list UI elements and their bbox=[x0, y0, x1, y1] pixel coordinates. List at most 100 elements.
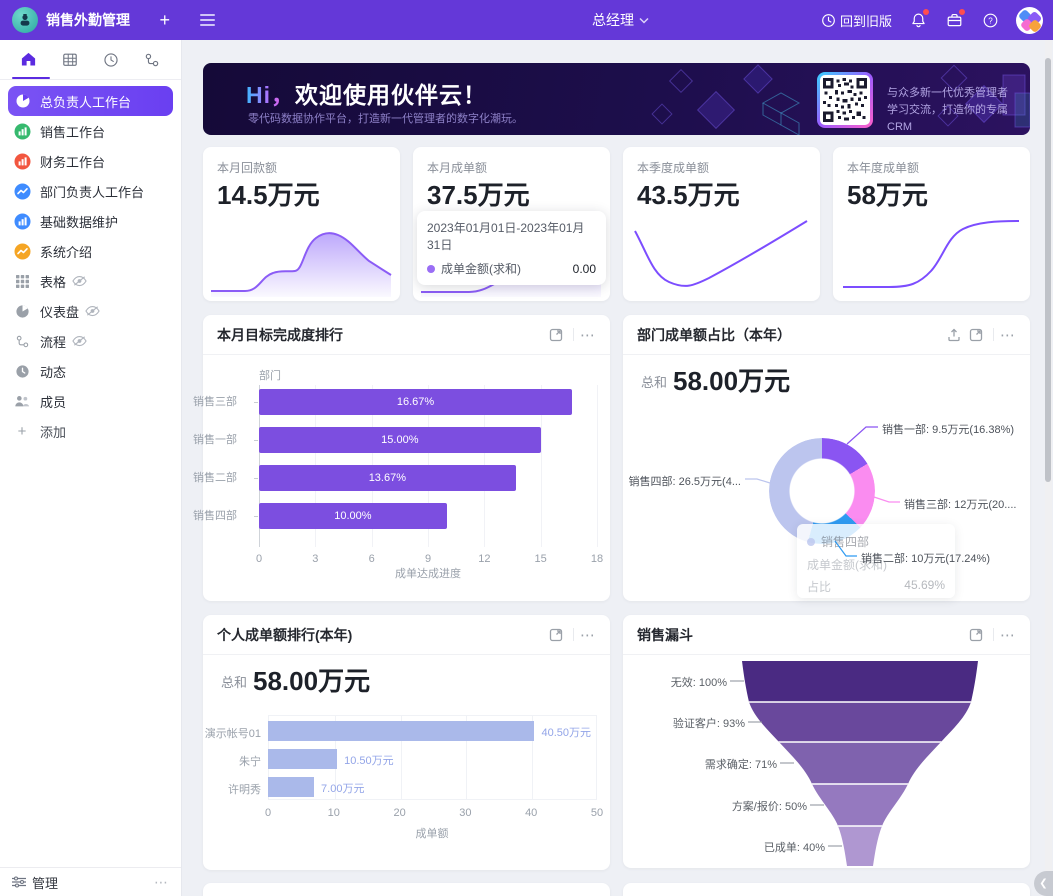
funnel-stage-label: 无效: 100% bbox=[670, 677, 727, 689]
main-scrollbar-track[interactable] bbox=[1045, 40, 1052, 896]
tab-tables[interactable] bbox=[52, 41, 88, 79]
notifications-button[interactable] bbox=[908, 9, 929, 30]
tab-history[interactable] bbox=[93, 41, 129, 79]
kpi-card-monthly-deals[interactable]: 本月成单额 37.5万元 2023年01月01日-2023年01月31日 成单金… bbox=[413, 147, 610, 301]
kpi-sparkline bbox=[211, 232, 392, 297]
activity-icon bbox=[13, 362, 31, 380]
bar[interactable]: 15.00% bbox=[259, 427, 541, 453]
y-axis-title: 部门 bbox=[259, 370, 281, 382]
x-tick-label: 9 bbox=[424, 553, 432, 565]
tab-flow[interactable] bbox=[134, 41, 170, 79]
manage-label: 管理 bbox=[32, 875, 59, 891]
bar[interactable] bbox=[268, 777, 315, 797]
sidebar-item-base-data[interactable]: 基础数据维护 bbox=[0, 206, 181, 236]
export-icon[interactable] bbox=[943, 324, 965, 346]
x-tick-label: 40 bbox=[525, 807, 538, 819]
bar[interactable] bbox=[268, 749, 338, 769]
eye-slash-icon bbox=[72, 335, 87, 347]
plus-icon: + bbox=[17, 422, 27, 440]
sidebar-item-chief-workspace[interactable]: 总负责人工作台 bbox=[8, 86, 173, 116]
kpi-card-monthly-collection[interactable]: 本月回款额 14.5万元 bbox=[203, 147, 400, 301]
more-options-button[interactable]: ⋯ bbox=[1000, 326, 1016, 344]
topbar-actions: 回到旧版 ? bbox=[821, 0, 1043, 40]
bar[interactable]: 16.67% bbox=[259, 389, 573, 415]
funnel-chart[interactable] bbox=[623, 655, 1030, 868]
bar-chart-icon bbox=[13, 212, 31, 230]
sidebar-item-label: 系统介绍 bbox=[40, 244, 93, 260]
kpi-value: 14.5万元 bbox=[217, 180, 320, 210]
sidebar-menu: 总负责人工作台 销售工作台 财务工作台 部门负责人工作台 bbox=[0, 86, 181, 446]
add-workspace-button[interactable]: + bbox=[159, 9, 170, 30]
funnel-stage-label: 验证客户: 93% bbox=[672, 718, 745, 730]
role-selector[interactable]: 总经理 bbox=[592, 0, 649, 40]
manage-bar[interactable]: 管理 ⋯ bbox=[0, 867, 181, 896]
sidebar-item-dashboards[interactable]: 仪表盘 bbox=[0, 296, 181, 326]
eye-slash-icon bbox=[72, 275, 87, 287]
sidebar-item-finance-workspace[interactable]: 财务工作台 bbox=[0, 146, 181, 176]
bar[interactable]: 13.67% bbox=[259, 465, 516, 491]
workbench-button[interactable] bbox=[944, 9, 965, 30]
welcome-banner[interactable]: Hi，欢迎使用伙伴云！ 零代码数据协作平台，打造新一代管理者的数字化潮玩。 bbox=[203, 63, 1030, 135]
bar-row: 40.50万元 bbox=[268, 721, 597, 741]
x-tick-label: 6 bbox=[368, 553, 375, 565]
more-options-button[interactable]: ⋯ bbox=[580, 326, 596, 344]
bar-value-label: 7.00万元 bbox=[321, 783, 365, 795]
svg-text:?: ? bbox=[988, 16, 993, 25]
bar-chart-icon bbox=[13, 122, 31, 140]
kpi-card-quarter-deals[interactable]: 本季度成单额 43.5万元 bbox=[623, 147, 820, 301]
menu-toggle-button[interactable] bbox=[200, 14, 215, 26]
more-options-button[interactable]: ⋯ bbox=[580, 626, 596, 644]
sidebar-add-button[interactable]: + 添加 bbox=[0, 416, 181, 446]
kpi-tooltip: 2023年01月01日-2023年01月31日 成单金额(求和) 0.00 bbox=[417, 211, 606, 285]
sidebar-item-tables[interactable]: 表格 bbox=[0, 266, 181, 296]
notification-badge bbox=[923, 9, 929, 15]
main-scrollbar-thumb[interactable] bbox=[1045, 58, 1051, 482]
x-tick-label: 30 bbox=[459, 807, 472, 819]
x-tick-label: 18 bbox=[590, 553, 604, 565]
pie-segment-label: 销售四部: 26.5万元(4... bbox=[628, 476, 741, 488]
funnel-stage[interactable] bbox=[723, 702, 1003, 742]
help-button[interactable]: ? bbox=[980, 10, 1000, 30]
expand-icon[interactable] bbox=[545, 624, 567, 646]
sidebar-item-dept-leader-workspace[interactable]: 部门负责人工作台 bbox=[0, 176, 181, 206]
sidebar-item-label: 成员 bbox=[40, 394, 67, 410]
x-tick-label: 15 bbox=[534, 553, 547, 565]
sidebar-item-label: 基础数据维护 bbox=[40, 214, 119, 230]
category-label: 销售一部 bbox=[193, 434, 237, 446]
kpi-label: 本年度成单额 bbox=[847, 161, 920, 175]
expand-icon[interactable] bbox=[545, 324, 567, 346]
sidebar-item-system-intro[interactable]: 系统介绍 bbox=[0, 236, 181, 266]
sidebar-item-label: 部门负责人工作台 bbox=[40, 184, 145, 200]
kpi-card-year-deals[interactable]: 本年度成单额 58万元 bbox=[833, 147, 1030, 301]
sidebar-tabs bbox=[0, 40, 181, 80]
expand-icon[interactable] bbox=[965, 624, 987, 646]
manage-more-button[interactable]: ⋯ bbox=[154, 873, 169, 890]
axis-tick bbox=[254, 402, 258, 403]
sidebar-item-activity[interactable]: 动态 bbox=[0, 356, 181, 386]
category-label: 朱宁 bbox=[239, 756, 261, 768]
more-options-button[interactable]: ⋯ bbox=[1000, 626, 1016, 644]
back-to-old-version-button[interactable]: 回到旧版 bbox=[821, 11, 892, 30]
clock-icon bbox=[104, 52, 118, 67]
collapse-panel-handle[interactable]: ❮ bbox=[1034, 871, 1053, 896]
bar[interactable] bbox=[268, 721, 535, 741]
bar[interactable]: 10.00% bbox=[259, 503, 447, 529]
user-avatar[interactable] bbox=[1016, 6, 1043, 34]
pie-tooltip: 销售四部 成单金额(求和) 占比 45.69% bbox=[797, 524, 955, 598]
expand-icon[interactable] bbox=[965, 324, 987, 346]
bar-row: 销售二部 13.67% bbox=[193, 465, 597, 491]
grid-icon bbox=[13, 272, 31, 290]
sidebar-item-members[interactable]: 成员 bbox=[0, 386, 181, 416]
banner-title: Hi，欢迎使用伙伴云！ bbox=[246, 82, 487, 108]
gridline bbox=[597, 385, 598, 547]
sidebar-add-label: 添加 bbox=[40, 424, 67, 440]
sidebar-item-label: 表格 bbox=[40, 274, 67, 290]
sidebar-item-workflows[interactable]: 流程 bbox=[0, 326, 181, 356]
sidebar-item-label: 总负责人工作台 bbox=[40, 94, 132, 110]
pie-segment-label: 销售一部: 9.5万元(16.38%) bbox=[882, 424, 1015, 436]
sidebar-item-sales-workspace[interactable]: 销售工作台 bbox=[0, 116, 181, 146]
funnel-stage[interactable] bbox=[723, 661, 1003, 702]
goal-bar-chart: 0 3 6 9 12 15 18 销售三部 16.67% 销售一部 15.00% 销售二部 13.67%… bbox=[193, 355, 610, 601]
tab-home[interactable] bbox=[11, 41, 47, 79]
